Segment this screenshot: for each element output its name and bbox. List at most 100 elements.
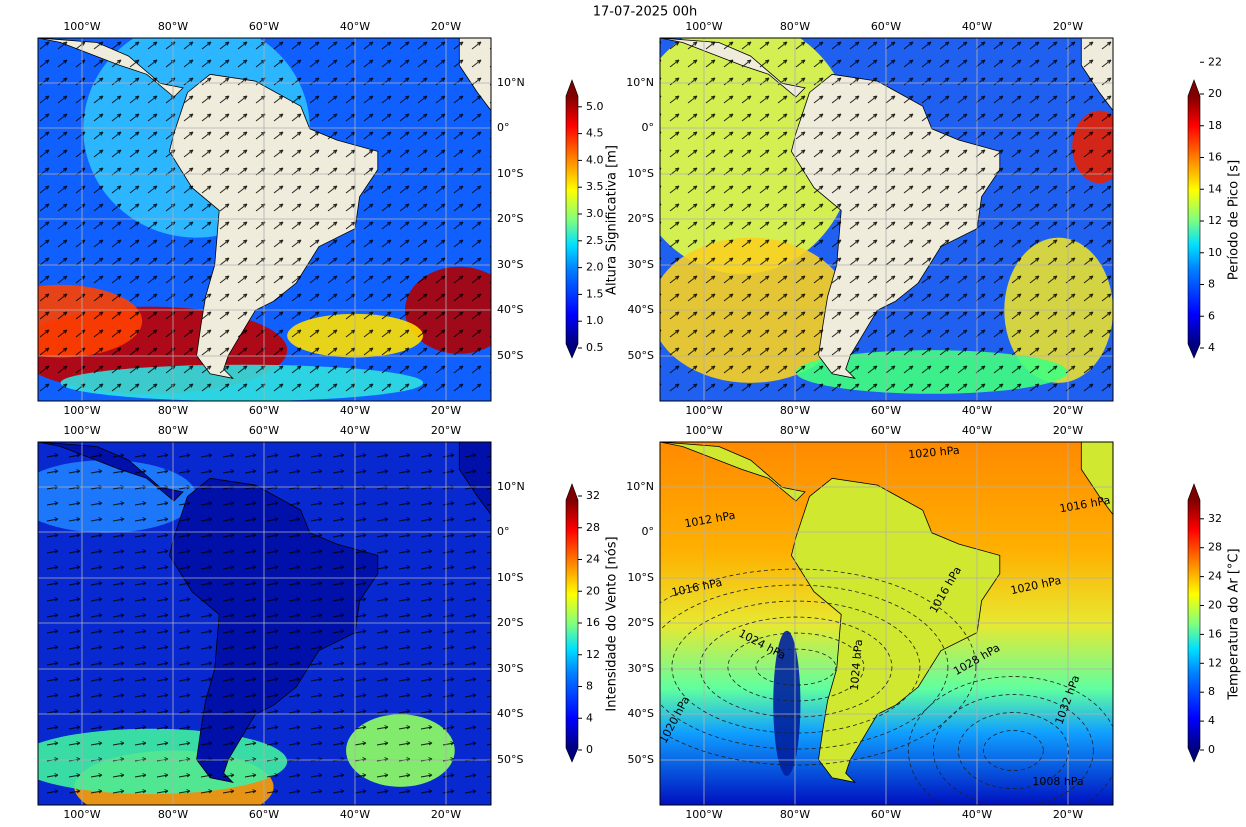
colorbar-tick-label: 20	[1208, 87, 1222, 100]
colorbar-tick-label: 0.5	[586, 341, 604, 354]
colorbar-tick-label: 3.5	[586, 180, 604, 193]
colorbar-tick-label: 4.0	[586, 153, 604, 166]
lon-label: 80°W	[780, 20, 810, 33]
lat-label: 30°S	[497, 258, 523, 271]
isobar	[907, 676, 1113, 805]
lat-label: 40°S	[497, 303, 523, 316]
colorbar-extend	[566, 748, 578, 762]
lon-label: 20°W	[431, 20, 461, 33]
lat-label: 50°S	[497, 349, 523, 362]
lat-label: 20°S	[628, 616, 654, 629]
lat-label: 20°S	[497, 212, 523, 225]
lon-label: 20°W	[1053, 404, 1083, 417]
contour-label: 1024 hPa	[848, 639, 865, 691]
lat-label: 40°S	[628, 707, 654, 720]
colorbar-tick-label: 32	[1208, 512, 1222, 525]
lon-label: 80°W	[158, 424, 188, 437]
lat-label: 30°S	[628, 662, 654, 675]
lon-label: 40°W	[962, 20, 992, 33]
lon-label: 40°W	[340, 424, 370, 437]
lon-label: 80°W	[780, 404, 810, 417]
map-frame	[659, 37, 1114, 402]
colorbar	[566, 500, 578, 748]
lon-label: 80°W	[158, 404, 188, 417]
field-patch	[773, 630, 801, 776]
colorbar-tick-label: 4	[1208, 714, 1215, 727]
colorbar-tick-label: 5.0	[586, 100, 604, 113]
vectors	[660, 38, 1113, 401]
colorbar-tick-label: 24	[1208, 570, 1222, 583]
lon-label: 80°W	[780, 424, 810, 437]
lat-label: 10°N	[626, 480, 654, 493]
lon-label: 100°W	[685, 424, 722, 437]
colorbar-tick-label: 16	[1208, 151, 1222, 164]
vectors	[38, 442, 491, 805]
colorbar-tick-label: 0	[586, 743, 593, 756]
isobar	[671, 600, 921, 734]
lon-label: 100°W	[63, 808, 100, 821]
colorbar-tick-label: 32	[586, 489, 600, 502]
lat-label: 50°S	[628, 753, 654, 766]
lat-label: 50°S	[497, 753, 523, 766]
lat-label: 10°S	[628, 167, 654, 180]
colorbar-tick-label: 28	[586, 521, 600, 534]
colorbar-extend	[1188, 344, 1200, 358]
lon-label: 60°W	[871, 424, 901, 437]
lon-label: 100°W	[685, 20, 722, 33]
lat-label: 0°	[642, 525, 655, 538]
lat-label: 10°S	[497, 571, 523, 584]
lat-label: 40°S	[628, 303, 654, 316]
lon-label: 40°W	[340, 404, 370, 417]
colorbar-tick-label: 2.0	[586, 261, 604, 274]
lat-label: 10°S	[497, 167, 523, 180]
lat-label: 50°S	[628, 349, 654, 362]
lat-label: 30°S	[497, 662, 523, 675]
colorbar	[1188, 96, 1200, 344]
colorbar-tick-label: 16	[1208, 627, 1222, 640]
colorbar-extend	[1188, 80, 1200, 96]
lon-label: 80°W	[780, 808, 810, 821]
lat-label: 40°S	[497, 707, 523, 720]
colorbar-tick-label: 12	[1208, 214, 1222, 227]
map-panel: 100°W 100°W 80°W 80°W 60°W 60°W 40°W 40°W 20°W 20…	[37, 424, 620, 821]
lon-label: 40°W	[340, 20, 370, 33]
lat-label: 10°N	[497, 480, 525, 493]
lon-label: 60°W	[249, 20, 279, 33]
map-panel: 100°W 100°W 80°W 80°W 60°W 60°W 40°W 40°W 20°W 20…	[37, 20, 620, 417]
lat-label: 0°	[497, 525, 510, 538]
colorbar-tick-label: 4.5	[586, 127, 604, 140]
lon-label: 20°W	[431, 404, 461, 417]
lon-label: 60°W	[871, 20, 901, 33]
lon-label: 20°W	[1053, 808, 1083, 821]
lat-label: 20°S	[497, 616, 523, 629]
colorbar-tick-label: 0	[1208, 743, 1215, 756]
lon-label: 60°W	[871, 404, 901, 417]
lon-label: 40°W	[340, 808, 370, 821]
colorbar-extend	[1188, 748, 1200, 762]
colorbar-frame	[1187, 79, 1201, 359]
contour-label: 1008 hPa	[1032, 775, 1083, 788]
lon-label: 20°W	[431, 808, 461, 821]
lon-label: 40°W	[962, 404, 992, 417]
lon-label: 60°W	[249, 808, 279, 821]
colorbar-tick-label: 4	[586, 711, 593, 724]
lon-label: 60°W	[249, 404, 279, 417]
colorbar-tick-label: 22	[1208, 55, 1222, 68]
map-frame	[37, 441, 492, 806]
colorbar-tick-label: 18	[1208, 119, 1222, 132]
vectors	[38, 38, 491, 401]
lon-label: 40°W	[962, 424, 992, 437]
colorbar-extend	[1188, 484, 1200, 500]
colorbar-tick-label: 4	[1208, 341, 1215, 354]
isobar	[982, 730, 1044, 771]
lon-label: 20°W	[1053, 20, 1083, 33]
colorbar-tick-label: 10	[1208, 246, 1222, 259]
colorbar-tick-label: 28	[1208, 541, 1222, 554]
lon-label: 80°W	[158, 808, 188, 821]
isobar	[660, 568, 977, 766]
lon-label: 100°W	[63, 20, 100, 33]
lat-label: 10°N	[626, 76, 654, 89]
colorbar-label: Altura Significativa [m]	[605, 145, 620, 295]
lat-label: 30°S	[628, 258, 654, 271]
